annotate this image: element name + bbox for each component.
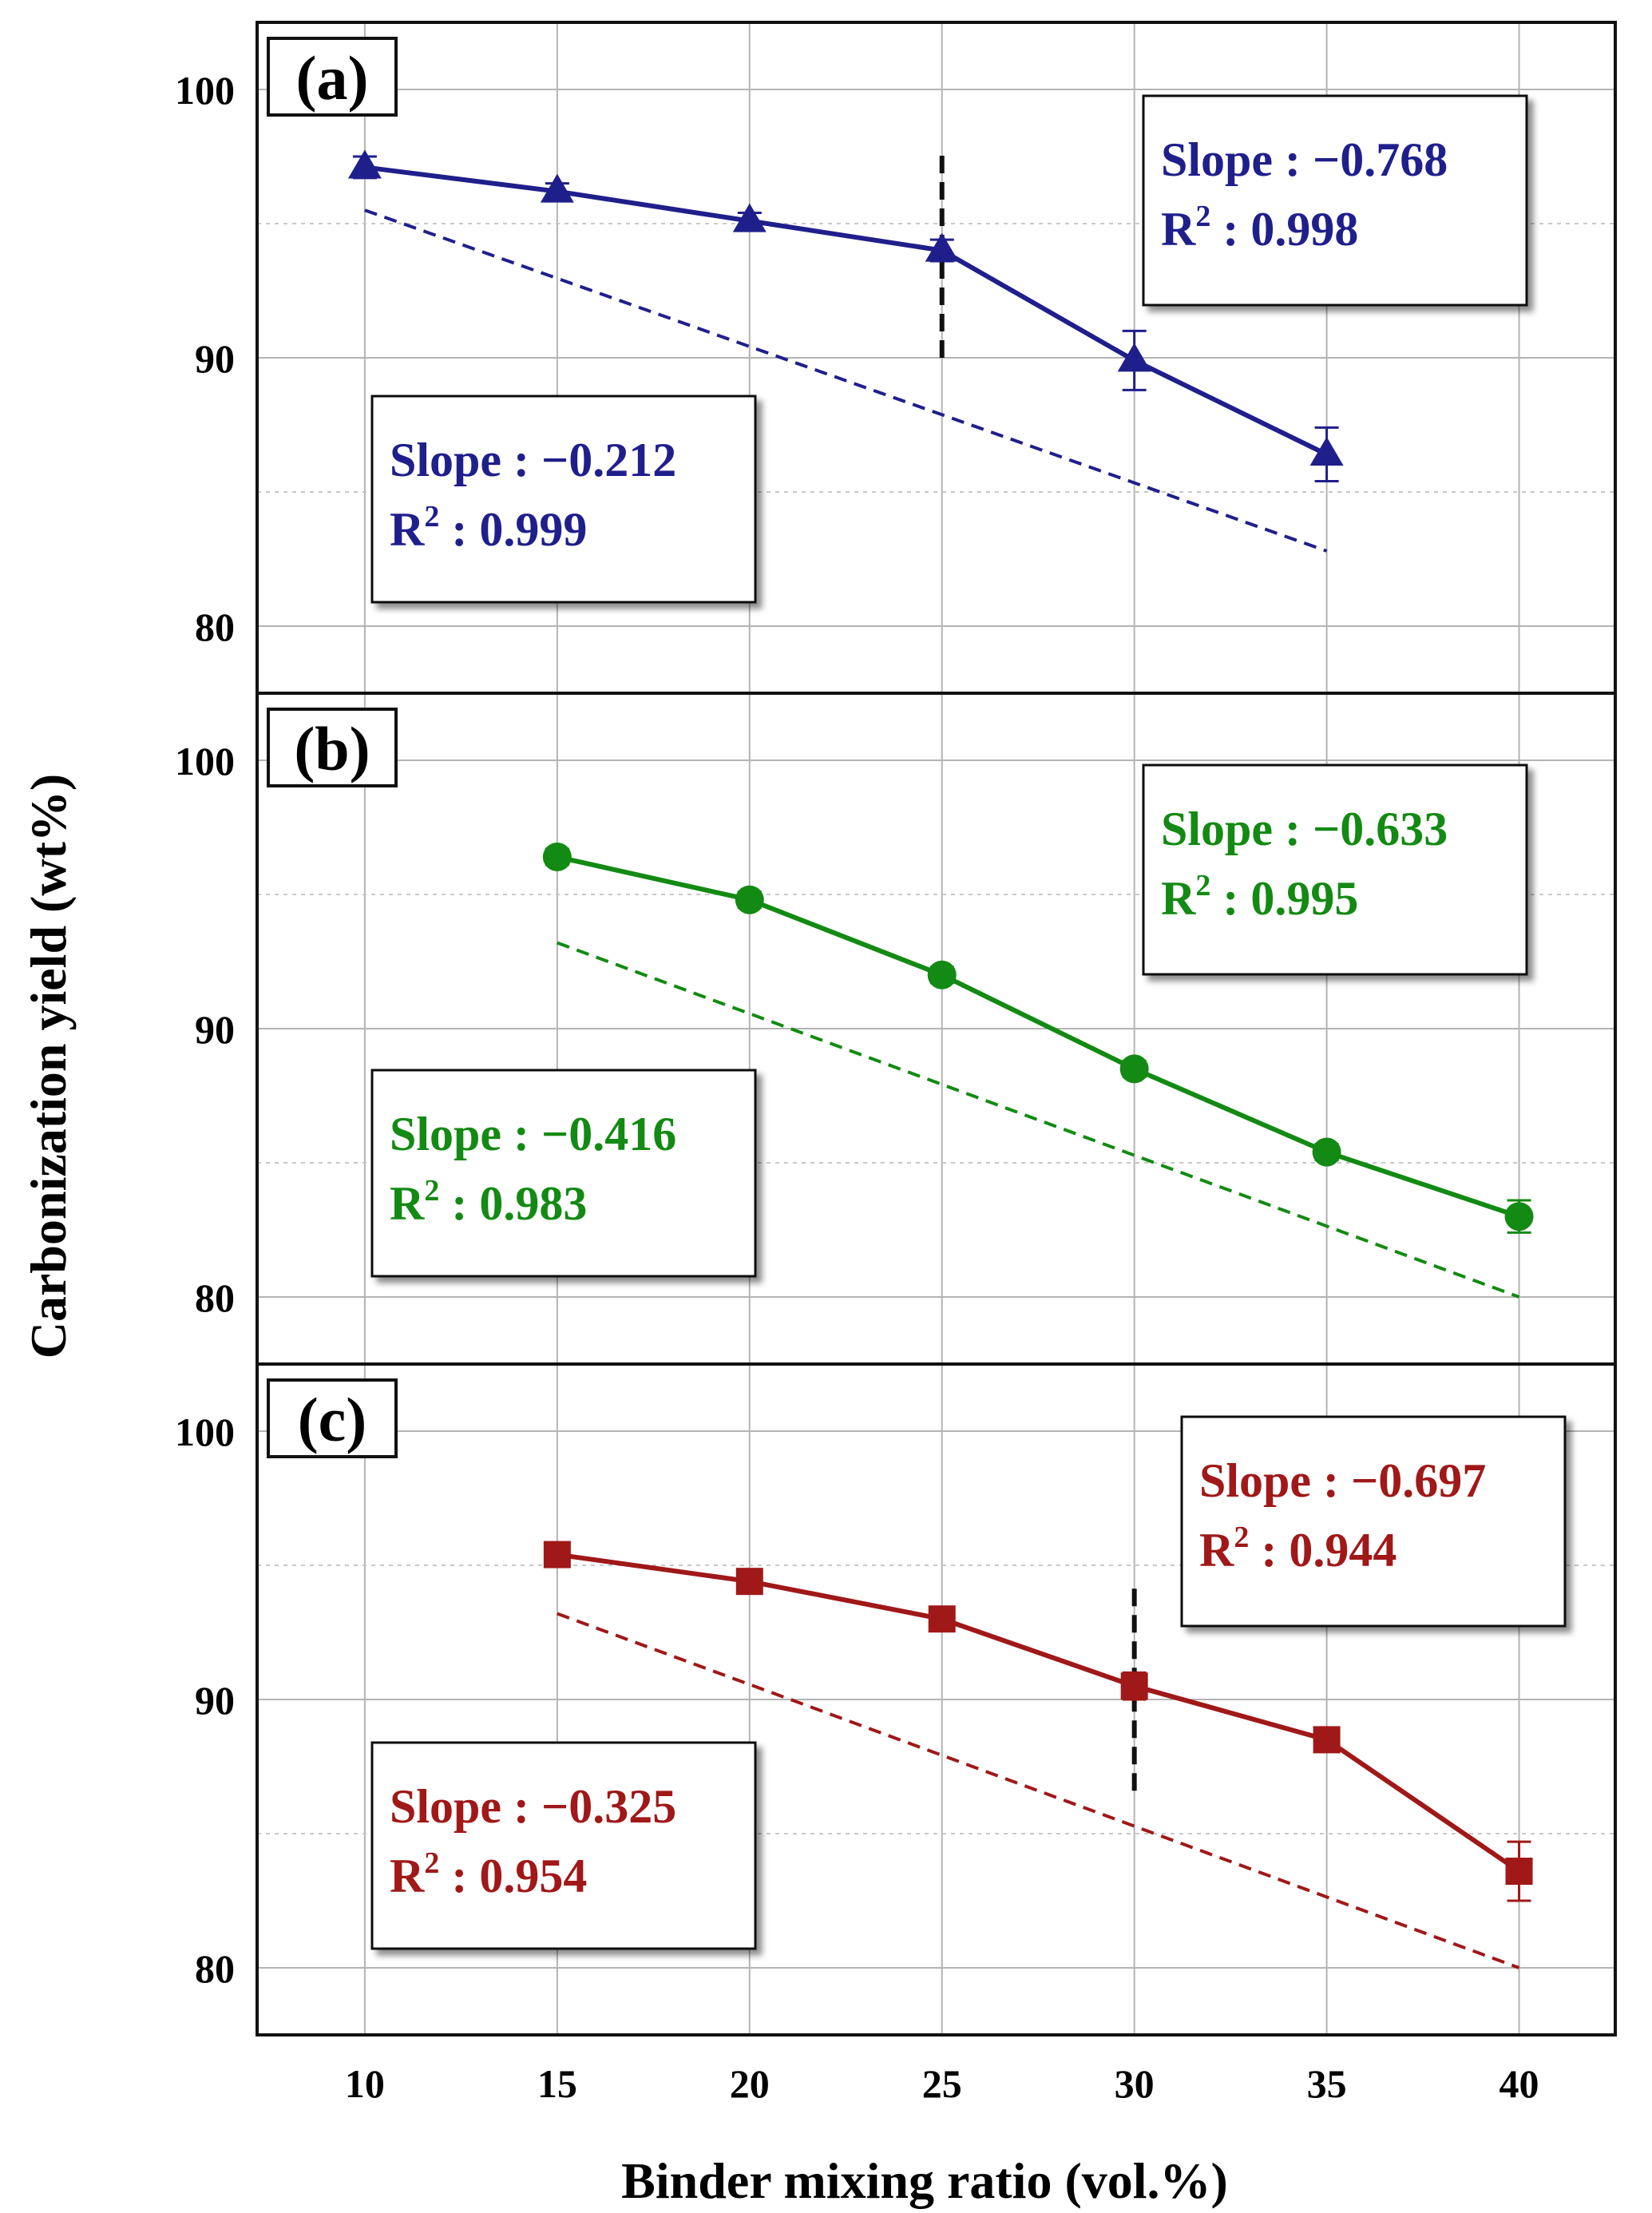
annotation-r2-exponent: 2: [1234, 1521, 1249, 1554]
annotation-r2-symbol: R: [1199, 1524, 1234, 1576]
data-point-square: [1505, 1858, 1533, 1886]
panel-label-box: [267, 708, 398, 787]
annotation-r2-exponent: 2: [424, 500, 439, 533]
data-point-triangle: [1117, 343, 1151, 372]
data-point-square: [928, 1605, 956, 1633]
annotation-slope: Slope : −0.212: [390, 434, 676, 486]
data-point-square: [1120, 1672, 1148, 1700]
annotation-box: [370, 1741, 757, 1950]
x-axis-title: Binder mixing ratio (vol.%): [621, 2152, 1228, 2209]
annotation-box: [370, 1069, 757, 1278]
annotation-slope: Slope : −0.325: [390, 1780, 676, 1833]
panel-label: (a): [296, 43, 369, 113]
data-point-circle: [927, 960, 957, 990]
y-tick-label: 80: [195, 1275, 235, 1320]
y-axis-title: Carbonization yield (wt%): [20, 774, 77, 1358]
y-tick-label: 80: [195, 605, 235, 649]
data-point-triangle: [347, 149, 382, 179]
data-point-triangle: [925, 232, 959, 262]
annotation-r2-value: : 0.944: [1249, 1524, 1396, 1576]
annotation-r2-symbol: R: [390, 1177, 425, 1230]
fit-line: [557, 855, 1520, 1220]
x-tick-label: 30: [1115, 2061, 1155, 2106]
x-tick-label: 10: [345, 2061, 385, 2106]
annotation-slope: Slope : −0.768: [1161, 133, 1448, 186]
annotation-r2-value: : 0.983: [439, 1177, 587, 1230]
x-tick-label: 20: [730, 2061, 770, 2106]
y-tick-label: 80: [195, 1946, 235, 1991]
panel-label-box: [267, 37, 398, 117]
annotation-r2-exponent: 2: [1195, 200, 1210, 233]
fit-line: [364, 165, 943, 253]
annotation-r2-value: : 0.995: [1210, 872, 1358, 925]
annotation-box: [1180, 1415, 1567, 1628]
annotation-r2-value: : 0.954: [439, 1850, 587, 1902]
fit-line: [557, 1552, 1135, 1689]
data-point-circle: [1504, 1202, 1534, 1231]
data-point-circle: [542, 842, 572, 871]
data-point-square: [735, 1568, 763, 1596]
annotation-r2-exponent: 2: [424, 1846, 439, 1880]
annotation-slope: Slope : −0.633: [1161, 803, 1448, 855]
panel-label-box: [267, 1378, 398, 1458]
y-tick-label: 100: [175, 1410, 235, 1454]
panel-label: (c): [298, 1385, 367, 1454]
data-point-circle: [1119, 1054, 1149, 1084]
annotation-r2-symbol: R: [390, 503, 425, 556]
reference-dashed-line: [557, 941, 1520, 1299]
annotation-box: [370, 395, 757, 604]
data-point-triangle: [540, 173, 574, 203]
x-tick-label: 25: [922, 2061, 962, 2106]
plot-frame: [256, 1362, 1617, 2037]
y-tick-label: 100: [175, 68, 235, 113]
annotation-r2-symbol: R: [1161, 203, 1196, 256]
y-tick-label: 100: [175, 739, 235, 783]
data-point-triangle: [1309, 436, 1344, 466]
reference-dashed-line: [557, 1612, 1520, 1969]
data-point-circle: [1312, 1137, 1341, 1167]
annotation-r2-exponent: 2: [1195, 869, 1210, 902]
annotation-r2-symbol: R: [390, 1850, 425, 1902]
panel-label: (b): [294, 714, 370, 783]
annotation-r2: R2 : 0.999: [390, 500, 587, 556]
x-tick-label: 15: [537, 2061, 577, 2106]
x-tick-labels: 10 15 20 25 30 35 40: [345, 2061, 1539, 2106]
data-point-triangle: [732, 203, 767, 232]
y-tick-label: 90: [195, 1007, 235, 1052]
x-tick-label: 40: [1499, 2061, 1539, 2106]
annotation-r2-symbol: R: [1161, 872, 1196, 925]
y-tick-label: 90: [195, 1678, 235, 1723]
annotation-r2: R2 : 0.954: [390, 1846, 587, 1902]
annotation-r2-value: : 0.999: [439, 503, 587, 556]
reference-dashed-line: [364, 208, 1328, 553]
annotation-r2: R2 : 0.998: [1161, 200, 1358, 256]
annotation-box: [1142, 763, 1528, 976]
annotation-slope: Slope : −0.416: [390, 1108, 676, 1160]
annotation-r2: R2 : 0.983: [390, 1174, 587, 1230]
data-point-square: [1313, 1726, 1341, 1754]
annotation-r2-exponent: 2: [424, 1174, 439, 1208]
annotation-box: [1142, 94, 1528, 307]
annotation-r2: R2 : 0.995: [1161, 869, 1358, 925]
annotation-r2: R2 : 0.944: [1199, 1521, 1396, 1576]
y-tick-label: 90: [195, 336, 235, 381]
data-point-circle: [735, 885, 764, 914]
data-point-square: [543, 1541, 571, 1569]
x-tick-label: 35: [1307, 2061, 1347, 2106]
annotation-r2-value: : 0.998: [1210, 203, 1358, 256]
annotation-slope: Slope : −0.697: [1199, 1454, 1486, 1507]
